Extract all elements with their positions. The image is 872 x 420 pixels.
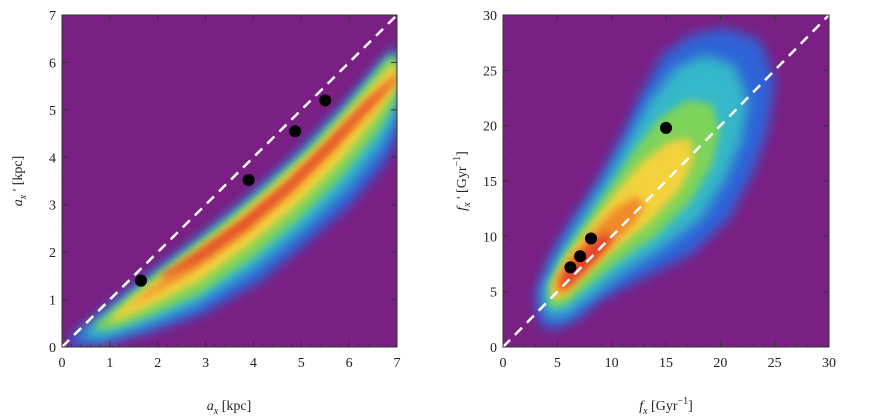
- x-tick-label: 5: [298, 356, 305, 371]
- density-layer-green: [92, 56, 397, 330]
- y-tick-label: 6: [49, 56, 56, 71]
- y-tick-label: 4: [49, 151, 56, 166]
- y-axis-label: ax ' [kpc]: [11, 156, 29, 207]
- x-tick-label: 5: [554, 356, 561, 371]
- y-axis-label: fx ' [Gyr−1]: [452, 151, 473, 211]
- x-tick-label: 0: [59, 356, 66, 371]
- plot-frame: [61, 14, 398, 348]
- x-axis-label: fx [Gyr−1]: [639, 396, 693, 417]
- y-tick-label: 2: [49, 246, 56, 261]
- data-points: [564, 121, 672, 274]
- density-layer-red: [160, 76, 397, 278]
- density-layer-red: [560, 232, 612, 288]
- y-tick-label: 10: [483, 230, 497, 245]
- x-tick-label: 3: [202, 356, 209, 371]
- y-tick-label: 1: [49, 294, 56, 309]
- x-tick-label: 10: [605, 356, 619, 371]
- x-tick-label: 7: [394, 356, 401, 371]
- axis-ticks: 0 5 10 15 20 25 30 0 5 10 15 20 25 30: [483, 9, 836, 371]
- y-tick-label: 5: [490, 286, 497, 301]
- density-layer-cyan: [78, 50, 397, 340]
- y-tick-label: 20: [483, 120, 497, 135]
- x-tick-label: 4: [250, 356, 257, 371]
- data-point: [564, 261, 577, 274]
- y-tick-label: 3: [49, 199, 56, 214]
- y-tick-label: 5: [49, 104, 56, 119]
- data-point: [242, 174, 255, 187]
- one-to-one-line: [503, 15, 829, 347]
- axis-ticks: 0 1 2 3 4 5 6 7 0 1 2 3 4 5 6 7: [49, 9, 401, 371]
- left-panel: 0 1 2 3 4 5 6 7 0 1 2 3 4 5 6 7 ax [kpc] ax ' [kpc]: [11, 9, 401, 417]
- x-tick-label: 20: [713, 356, 727, 371]
- data-point: [134, 274, 147, 287]
- y-tick-label: 7: [49, 9, 56, 24]
- right-panel: 0 5 10 15 20 25 30 0 5 10 15 20 25 30 fx [Gyr−1] fx '…: [452, 9, 836, 417]
- x-tick-label: 0: [500, 356, 507, 371]
- one-to-one-line: [62, 15, 397, 347]
- data-point: [319, 94, 332, 107]
- y-tick-label: 0: [49, 341, 56, 356]
- x-tick-label: 25: [768, 356, 782, 371]
- data-point: [660, 121, 672, 134]
- data-point: [574, 250, 587, 263]
- y-tick-label: 15: [483, 175, 497, 190]
- y-tick-label: 25: [483, 64, 497, 79]
- data-point: [585, 232, 598, 245]
- y-tick-label: 0: [490, 341, 497, 356]
- density-contours: [68, 44, 397, 347]
- x-tick-label: 6: [346, 356, 353, 371]
- x-tick-label: 1: [106, 356, 113, 371]
- data-point: [289, 125, 302, 138]
- x-axis-label: ax [kpc]: [207, 399, 252, 417]
- y-tick-label: 30: [483, 9, 497, 24]
- data-points: [134, 94, 332, 287]
- x-tick-label: 15: [659, 356, 673, 371]
- x-tick-label: 2: [154, 356, 161, 371]
- x-tick-label: 30: [822, 356, 836, 371]
